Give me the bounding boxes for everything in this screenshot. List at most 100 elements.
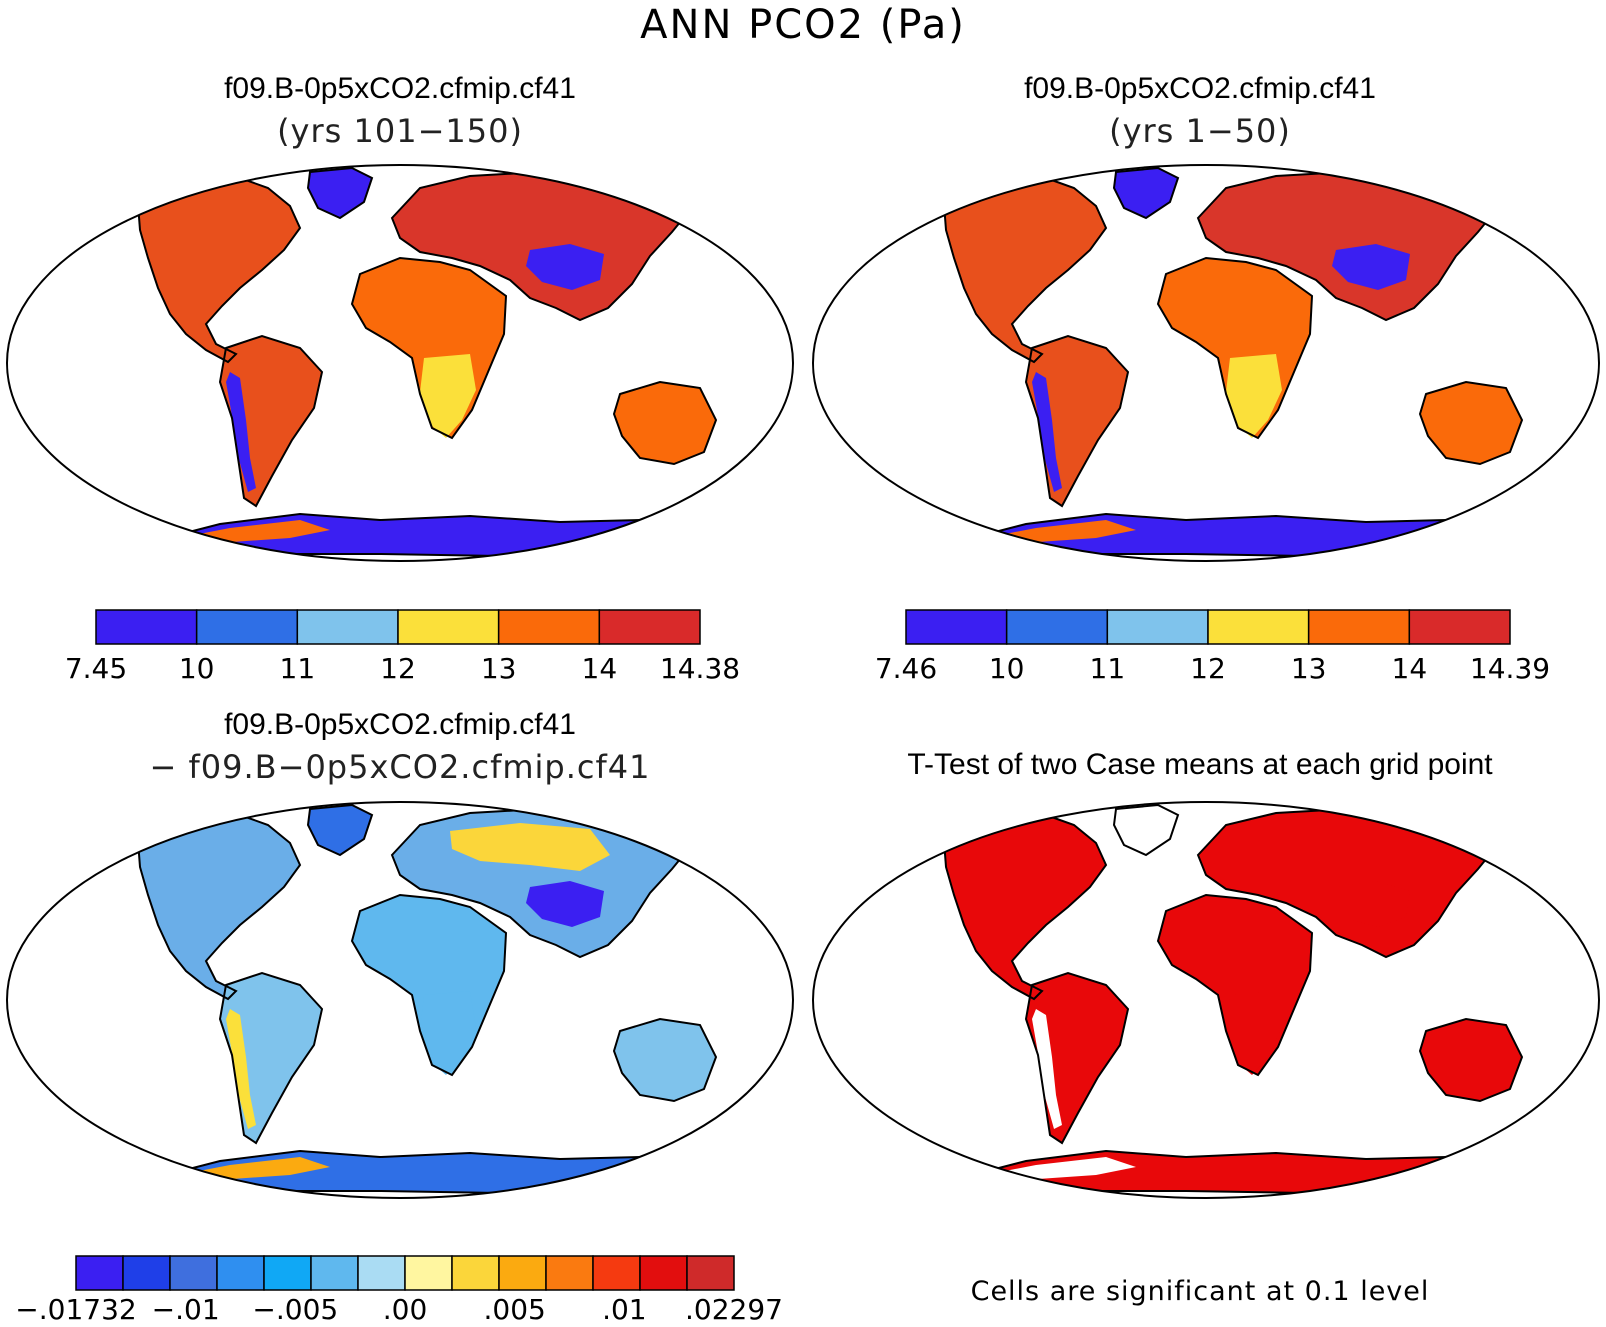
panel3-subtitle: − f09.B−0p5xCO2.cfmip.cf41 bbox=[149, 748, 651, 786]
region-andes bbox=[226, 1009, 256, 1129]
colorbar-swatch bbox=[1106, 609, 1209, 645]
colorbar-swatch bbox=[122, 1255, 171, 1291]
coastline-africa bbox=[350, 256, 508, 440]
colorbar-swatch bbox=[404, 1255, 453, 1291]
colorbar-swatch bbox=[451, 1255, 500, 1291]
colorbar-label: 11 bbox=[279, 652, 316, 685]
colorbar-swatch bbox=[75, 1255, 124, 1291]
colorbar-swatch bbox=[1207, 609, 1310, 645]
panel2-map bbox=[812, 164, 1600, 562]
coastline-australia bbox=[612, 380, 718, 466]
colorbar-swatch bbox=[1307, 609, 1411, 645]
colorbar-label: −.01732 bbox=[15, 1293, 137, 1326]
panel4-map bbox=[812, 801, 1600, 1199]
region-southern-africa bbox=[420, 991, 476, 1075]
colorbar-swatch bbox=[216, 1255, 265, 1291]
colorbar-swatch bbox=[195, 609, 299, 645]
colorbar-swatch bbox=[598, 609, 701, 645]
coastline-africa bbox=[350, 893, 508, 1077]
region-north-america bbox=[138, 809, 300, 999]
colorbar-label: 10 bbox=[178, 652, 215, 685]
region-andes bbox=[226, 372, 256, 492]
colorbar-label: 13 bbox=[480, 652, 517, 685]
map-border bbox=[812, 801, 1600, 1199]
region-greenland bbox=[1114, 805, 1178, 855]
colorbar-label: 10 bbox=[988, 652, 1025, 685]
coastline-greenland bbox=[306, 166, 374, 220]
panel3-colorbar bbox=[75, 1255, 735, 1291]
colorbar-label: 12 bbox=[380, 652, 416, 685]
colorbar-swatch bbox=[263, 1255, 312, 1291]
region-greenland bbox=[308, 805, 372, 855]
colorbar-label: 14 bbox=[1391, 652, 1428, 685]
panel2-colorbar-labels: 7.46 10 11 12 13 14 14.39 bbox=[875, 652, 1550, 688]
region-europe-asia bbox=[1198, 172, 1496, 320]
region-andes bbox=[1032, 1009, 1062, 1129]
region-southern-africa bbox=[420, 354, 476, 438]
colorbar-swatch bbox=[397, 609, 500, 645]
region-southern-africa bbox=[1226, 991, 1282, 1075]
coastline-australia bbox=[612, 1017, 718, 1103]
region-north-america bbox=[138, 172, 300, 362]
panel3-colorbar-labels: −.01732 −.01 −.005 .00 .005 .01 .02297 bbox=[15, 1293, 783, 1327]
coastline-north-america bbox=[136, 807, 302, 1001]
colorbar-swatch bbox=[310, 1255, 359, 1291]
colorbar-swatch bbox=[1005, 609, 1109, 645]
colorbar-label: 11 bbox=[1089, 652, 1126, 685]
coastline-africa bbox=[1156, 893, 1314, 1077]
colorbar-swatch bbox=[639, 1255, 688, 1291]
panel3-title: f09.B-0p5xCO2.cfmip.cf41 bbox=[224, 708, 576, 741]
colorbar-swatch bbox=[357, 1255, 406, 1291]
region-australia bbox=[1420, 1019, 1522, 1101]
colorbar-swatch bbox=[686, 1255, 735, 1291]
colorbar-label: 14.39 bbox=[1469, 652, 1551, 685]
coastline-north-america bbox=[136, 170, 302, 364]
region-andes bbox=[1032, 372, 1062, 492]
panel2-title: f09.B-0p5xCO2.cfmip.cf41 bbox=[1024, 72, 1376, 105]
coastline-africa bbox=[1156, 256, 1314, 440]
region-europe-asia bbox=[1198, 809, 1496, 957]
region-siberia bbox=[450, 823, 610, 871]
map-border bbox=[6, 801, 794, 1199]
region-tibet bbox=[526, 244, 604, 290]
panel1-title: f09.B-0p5xCO2.cfmip.cf41 bbox=[224, 72, 576, 105]
colorbar-swatch bbox=[498, 1255, 547, 1291]
colorbar-swatch bbox=[95, 609, 198, 645]
colorbar-label: −.005 bbox=[252, 1293, 339, 1326]
figure-title: ANN PCO2 (Pa) bbox=[640, 2, 966, 48]
panel3-map bbox=[6, 801, 794, 1199]
map-border bbox=[6, 164, 794, 562]
coastline-south-america bbox=[1024, 334, 1130, 508]
coastline-australia bbox=[1418, 380, 1524, 466]
colorbar-label: 13 bbox=[1290, 652, 1327, 685]
colorbar-label: 12 bbox=[1190, 652, 1226, 685]
colorbar-label: .005 bbox=[483, 1293, 546, 1326]
colorbar-swatch bbox=[545, 1255, 594, 1291]
region-australia bbox=[614, 1019, 716, 1101]
region-europe-asia bbox=[392, 172, 690, 320]
region-tibet bbox=[526, 881, 604, 927]
significance-note: Cells are significant at 0.1 level bbox=[970, 1276, 1430, 1307]
colorbar-label: 7.46 bbox=[874, 652, 938, 685]
coastline-australia bbox=[1418, 1017, 1524, 1103]
panel1-subtitle: (yrs 101−150) bbox=[277, 112, 523, 150]
map-border bbox=[812, 164, 1600, 562]
coastline-south-america bbox=[218, 334, 324, 508]
panel2-subtitle: (yrs 1−50) bbox=[1109, 112, 1291, 150]
colorbar-swatch bbox=[592, 1255, 641, 1291]
colorbar-swatch bbox=[169, 1255, 218, 1291]
region-australia bbox=[614, 382, 716, 464]
colorbar-label: .01 bbox=[602, 1293, 647, 1326]
coastline-south-america bbox=[218, 971, 324, 1145]
region-tibet bbox=[1332, 881, 1410, 927]
coastline-north-america bbox=[942, 807, 1108, 1001]
coastline-greenland bbox=[306, 803, 374, 857]
panel4-title: T-Test of two Case means at each grid po… bbox=[907, 748, 1493, 781]
colorbar-swatch bbox=[1408, 609, 1511, 645]
region-tibet bbox=[1332, 244, 1410, 290]
colorbar-label: .00 bbox=[382, 1293, 428, 1326]
coastline-south-america bbox=[1024, 971, 1130, 1145]
coastline-north-america bbox=[942, 170, 1108, 364]
colorbar-swatch bbox=[296, 609, 399, 645]
panel1-colorbar-labels: 7.45 10 11 12 13 14 14.38 bbox=[65, 652, 740, 688]
